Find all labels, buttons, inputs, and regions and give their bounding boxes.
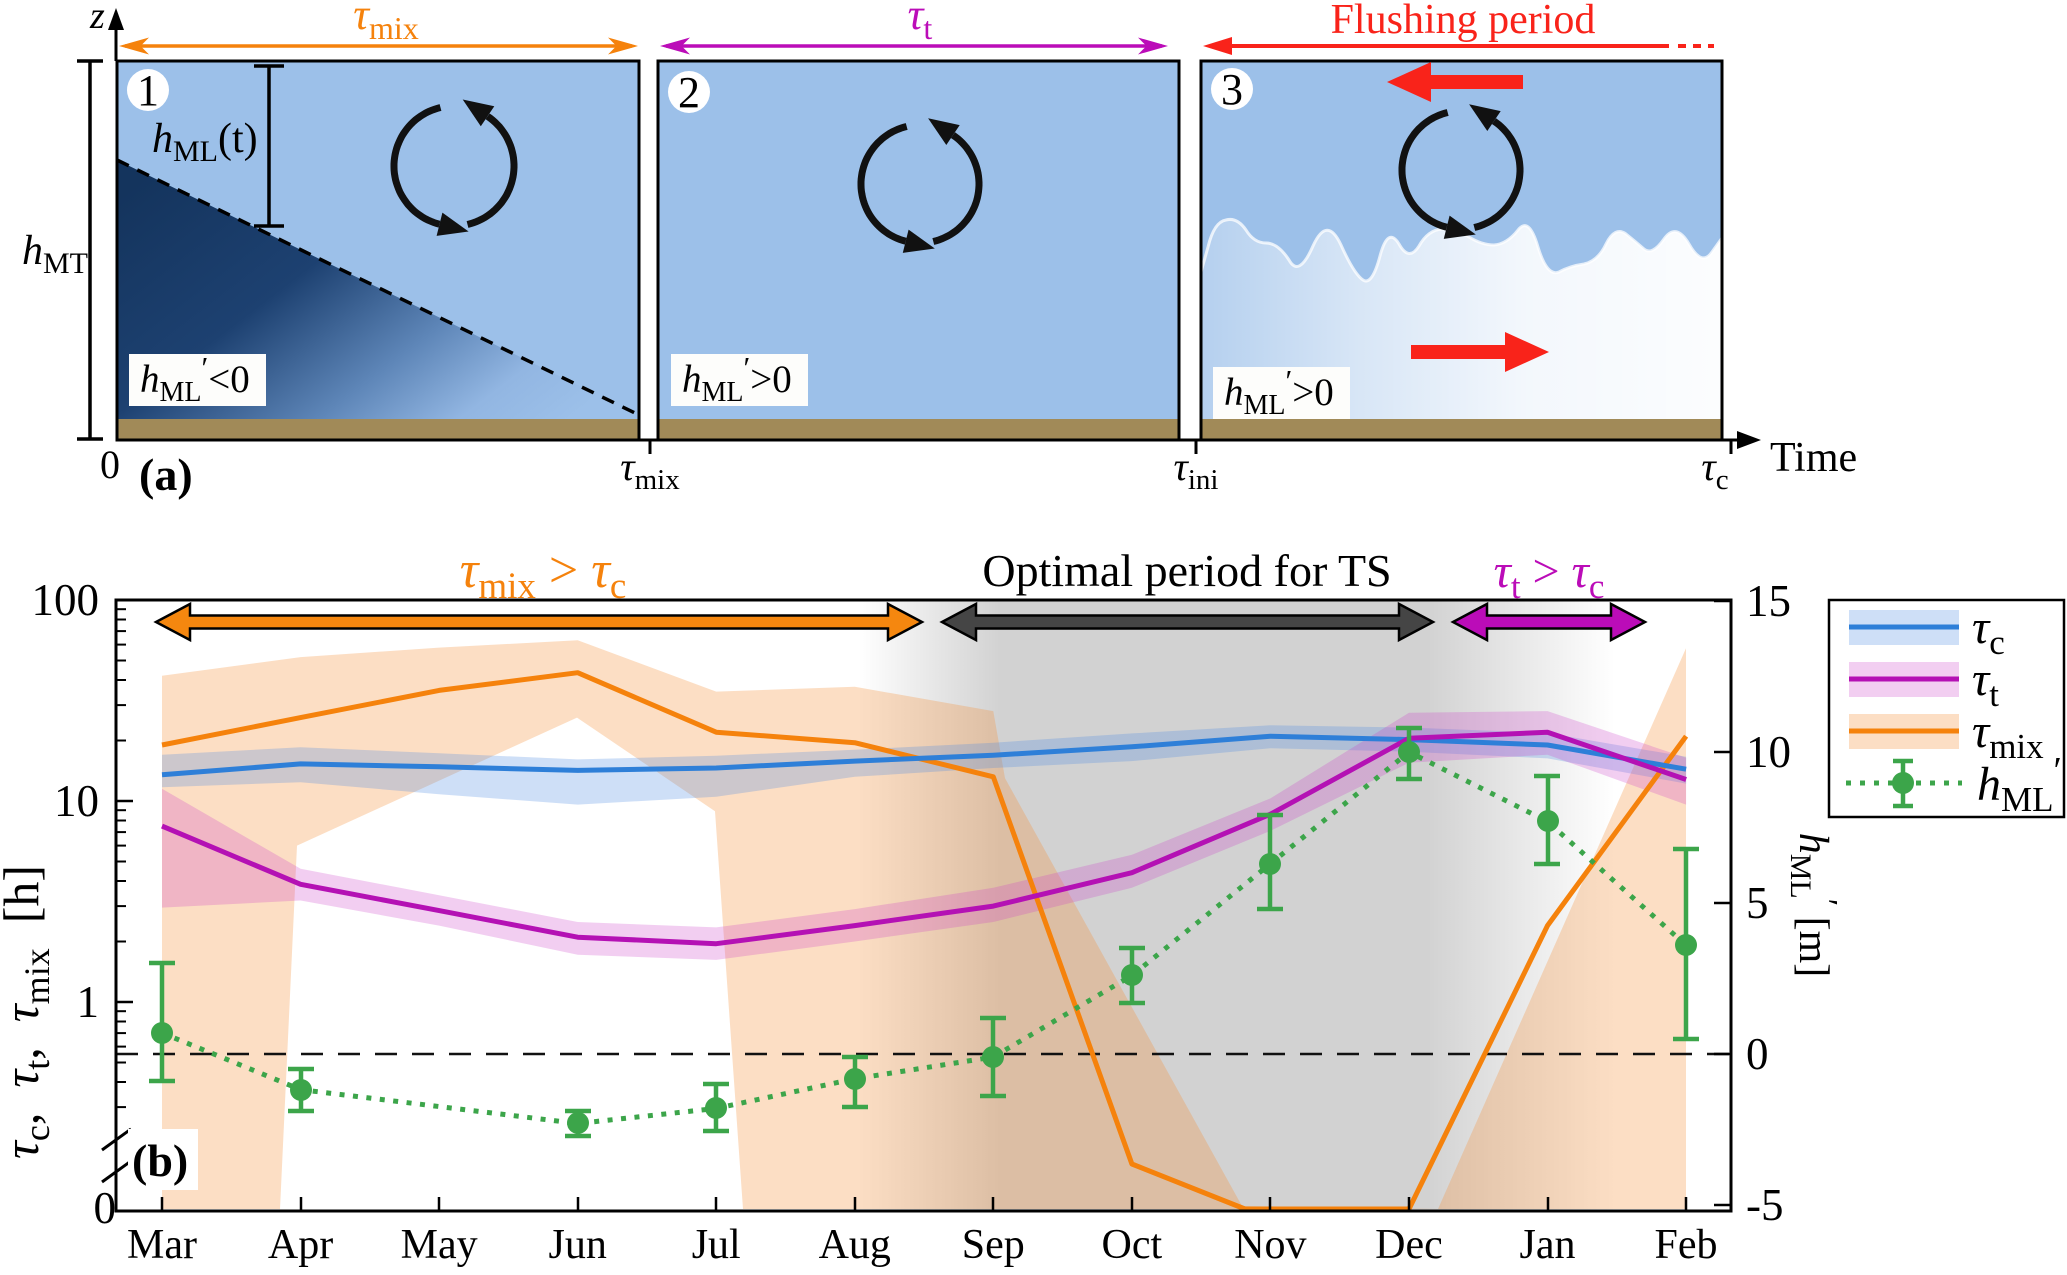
svg-text:2: 2 [678,68,700,117]
svg-text:τmix​: τmix​ [353,0,419,46]
svg-text:Nov: Nov [1234,1222,1306,1268]
svg-text:τc​, τt​, τmix​ [h]: τc​, τt​, τmix​ [h] [0,865,57,1159]
svg-text:Jan: Jan [1520,1222,1576,1268]
svg-text:hML​′​>0: hML​′​>0 [682,350,792,408]
svg-text:-5: -5 [1746,1180,1784,1230]
svg-text:0: 0 [94,1183,117,1233]
svg-text:τc​: τc​ [1972,601,2005,662]
svg-text:τmix​: τmix​ [1972,705,2044,766]
svg-text:May: May [401,1222,478,1268]
svg-text:Jul: Jul [692,1222,741,1268]
svg-text:5: 5 [1746,878,1769,928]
svg-text:τc​: τc​ [1701,444,1728,496]
svg-text:τmix​: τmix​ [620,444,680,496]
svg-text:Optimal period for TS: Optimal period for TS [982,545,1391,596]
svg-text:0: 0 [1746,1029,1769,1079]
svg-text:0: 0 [100,442,120,487]
svg-text:1: 1 [77,977,100,1027]
svg-text:3: 3 [1221,65,1243,114]
svg-text:100: 100 [32,575,100,625]
svg-text:τt​: τt​ [1972,653,1999,714]
svg-text:Mar: Mar [127,1222,197,1268]
svg-text:z: z [89,0,105,37]
svg-text:Sep: Sep [962,1222,1025,1268]
svg-text:Aug: Aug [819,1222,891,1268]
svg-text:hMT​: hMT​ [22,228,88,280]
svg-text:(b): (b) [132,1135,188,1186]
svg-text:1: 1 [137,66,159,115]
svg-text:10: 10 [54,776,99,826]
svg-text:Feb: Feb [1655,1222,1718,1268]
svg-text:τini​: τini​ [1174,444,1219,496]
svg-text:Oct: Oct [1102,1222,1163,1268]
svg-text:τt​ > τc​: τt​ > τc​ [1494,545,1605,606]
svg-text:hML​′​ [m]: hML​′​ [m] [1784,833,1844,978]
svg-text:Time: Time [1770,435,1857,481]
svg-text:(a): (a) [139,449,193,500]
svg-text:Dec: Dec [1375,1222,1443,1268]
svg-text:Apr: Apr [268,1222,333,1268]
svg-text:10: 10 [1746,727,1791,777]
svg-text:hML​′​<0: hML​′​<0 [140,350,250,408]
svg-text:hML​(t): hML​(t) [152,116,258,168]
svg-text:Jun: Jun [548,1222,606,1268]
svg-text:Flushing period: Flushing period [1331,0,1596,43]
svg-text:τmix​ > τc​: τmix​ > τc​ [460,542,627,607]
svg-text:τt​: τt​ [908,0,933,46]
svg-text:hML​′​>0: hML​′​>0 [1224,363,1334,421]
svg-text:hML​′​: hML​′​ [1977,750,2062,819]
svg-text:15: 15 [1746,576,1791,626]
